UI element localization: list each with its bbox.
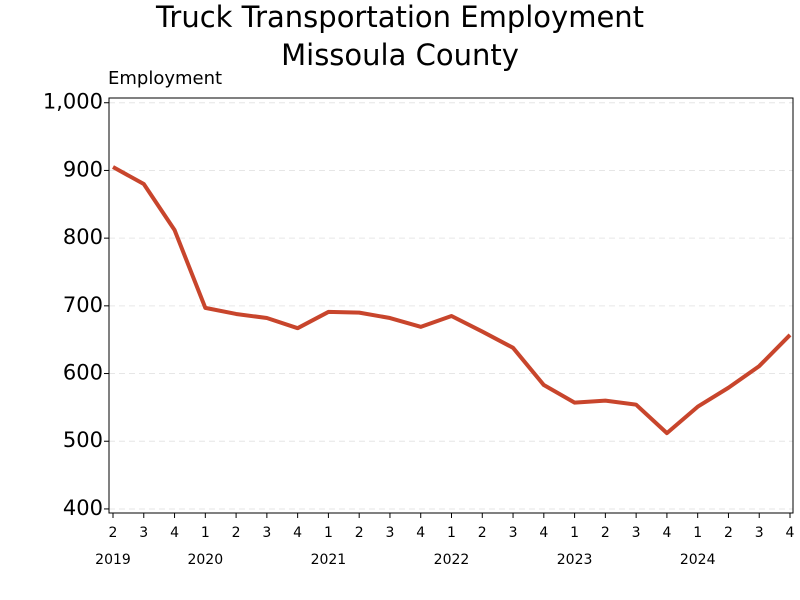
y-tick-label: 400 <box>63 496 103 520</box>
y-tick-label: 1,000 <box>43 90 103 114</box>
x-tick-label: 2 <box>355 525 364 541</box>
y-tick-label: 800 <box>63 225 103 249</box>
x-tick-label: 4 <box>539 525 548 541</box>
y-axis-label: Employment <box>108 68 222 89</box>
x-tick-label: 1 <box>447 525 456 541</box>
x-tick-label: 1 <box>201 525 210 541</box>
x-tick-label: 3 <box>632 525 641 541</box>
x-tick-label: 3 <box>509 525 518 541</box>
x-tick-label: 2 <box>601 525 610 541</box>
y-tick-label: 900 <box>63 157 103 181</box>
x-tick-label: 2 <box>478 525 487 541</box>
year-label: 2021 <box>311 552 347 568</box>
line <box>112 165 792 436</box>
x-tick-label: 2 <box>232 525 241 541</box>
y-tick-label: 500 <box>63 428 103 452</box>
year-label: 2022 <box>434 552 470 568</box>
y-tick-label: 700 <box>63 293 103 317</box>
x-tick-label: 1 <box>693 525 702 541</box>
x-tick-label: 2 <box>724 525 733 541</box>
year-label: 2023 <box>557 552 593 568</box>
chart-title: Truck Transportation Employment <box>155 0 644 34</box>
x-tick-label: 1 <box>570 525 579 541</box>
x-tick-label: 2 <box>109 525 118 541</box>
x-tick-label: 4 <box>662 525 671 541</box>
x-tick-label: 4 <box>786 525 795 541</box>
year-label: 2020 <box>187 552 223 568</box>
x-tick-label: 1 <box>324 525 333 541</box>
y-tick-label: 600 <box>63 361 103 385</box>
x-tick-label: 3 <box>385 525 394 541</box>
x-tick-label: 3 <box>755 525 764 541</box>
year-label: 2019 <box>95 552 131 568</box>
x-tick-label: 3 <box>262 525 271 541</box>
x-tick-label: 3 <box>139 525 148 541</box>
x-tick-label: 4 <box>170 525 179 541</box>
year-label: 2024 <box>680 552 716 568</box>
chart-title: Missoula County <box>281 38 519 72</box>
x-tick-label: 4 <box>293 525 302 541</box>
x-tick-label: 4 <box>416 525 425 541</box>
